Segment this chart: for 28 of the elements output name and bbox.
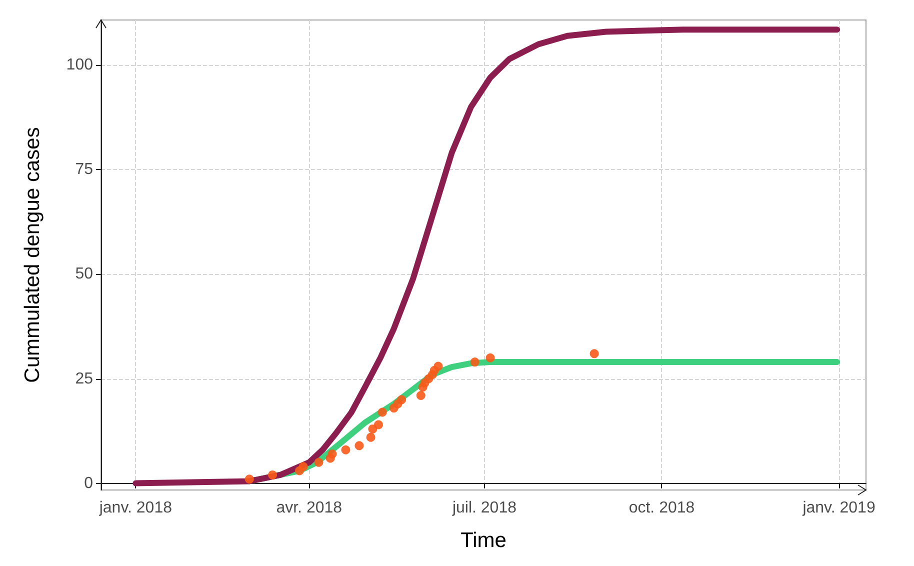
- y-tick-label: 25: [75, 370, 94, 388]
- point: [470, 358, 480, 367]
- point: [341, 445, 350, 454]
- x-tick-label: avr. 2018: [276, 500, 342, 516]
- y-axis-title: Cummulated dengue cases: [21, 127, 44, 383]
- point: [244, 474, 254, 484]
- point: [314, 458, 324, 467]
- x-axis-title: Time: [460, 529, 506, 552]
- point: [328, 450, 337, 459]
- x-tick-label: juil. 2018: [451, 500, 517, 516]
- x-tick-label: oct. 2018: [628, 500, 695, 516]
- y-tick-label: 100: [66, 56, 94, 74]
- y-tick-label: 75: [75, 161, 94, 178]
- point: [486, 353, 495, 362]
- point: [378, 408, 387, 417]
- point: [354, 441, 364, 450]
- point: [366, 432, 376, 442]
- point: [268, 470, 277, 480]
- point: [590, 349, 599, 358]
- point: [374, 420, 383, 430]
- point: [434, 362, 443, 371]
- y-tick-label: 50: [75, 266, 94, 283]
- point: [416, 391, 426, 400]
- y-tick-label: 0: [84, 474, 94, 492]
- x-tick-label: janv. 2018: [98, 500, 172, 516]
- point: [298, 462, 308, 472]
- point: [397, 395, 406, 404]
- x-tick-label: janv. 2019: [802, 500, 876, 516]
